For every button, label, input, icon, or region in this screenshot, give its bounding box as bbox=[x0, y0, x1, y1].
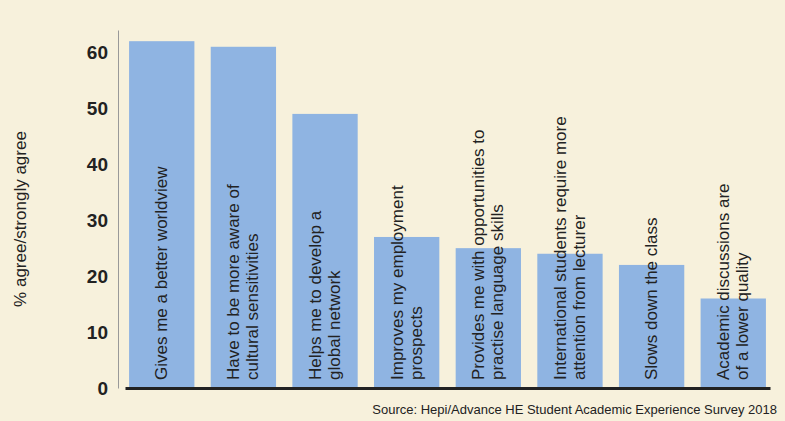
bar bbox=[292, 114, 357, 388]
category-label: Helps me to develop aglobal network bbox=[306, 210, 344, 380]
y-tick: 60 bbox=[87, 42, 118, 63]
category-label: Slows down the class bbox=[642, 217, 661, 380]
y-tick: 40 bbox=[87, 154, 118, 175]
y-tick: 10 bbox=[87, 322, 118, 343]
chart: 0 10 20 30 40 50 60 Gives me a better worldview… bbox=[0, 0, 785, 421]
category-label: International students require moreatten… bbox=[551, 116, 589, 380]
y-tick-label: 60 bbox=[87, 42, 108, 63]
y-tick: 30 bbox=[87, 210, 118, 231]
y-axis-line bbox=[118, 31, 119, 389]
category-label: Have to be more aware ofcultural sensiti… bbox=[224, 184, 262, 380]
category-label: Improves my employmentprospects bbox=[388, 185, 426, 380]
background bbox=[0, 0, 785, 421]
y-tick-label: 0 bbox=[97, 378, 108, 399]
source-note: Source: Hepi/Advance HE Student Academic… bbox=[372, 402, 777, 417]
y-tick: 20 bbox=[87, 266, 118, 287]
y-tick: 50 bbox=[87, 98, 118, 119]
y-tick: 0 bbox=[97, 378, 118, 399]
bar bbox=[211, 47, 276, 388]
category-label: Academic discussions areof a lower quali… bbox=[714, 183, 752, 380]
y-axis: 0 10 20 30 40 50 60 bbox=[87, 31, 119, 399]
x-axis bbox=[126, 388, 771, 389]
bar bbox=[374, 237, 439, 388]
x-axis-line bbox=[126, 387, 771, 390]
bars bbox=[129, 41, 766, 388]
y-tick-label: 50 bbox=[87, 98, 108, 119]
bar bbox=[129, 41, 194, 388]
y-tick-label: 20 bbox=[87, 266, 108, 287]
y-tick-label: 10 bbox=[87, 322, 108, 343]
y-tick-label: 30 bbox=[87, 210, 108, 231]
category-labels: Gives me a better worldview Have to be mo… bbox=[152, 116, 752, 380]
y-tick-label: 40 bbox=[87, 154, 108, 175]
y-axis-title: % agree/strongly agree bbox=[11, 131, 30, 307]
category-label: Gives me a better worldview bbox=[152, 166, 171, 380]
category-label: Provides me with opportunities topractis… bbox=[469, 130, 507, 380]
